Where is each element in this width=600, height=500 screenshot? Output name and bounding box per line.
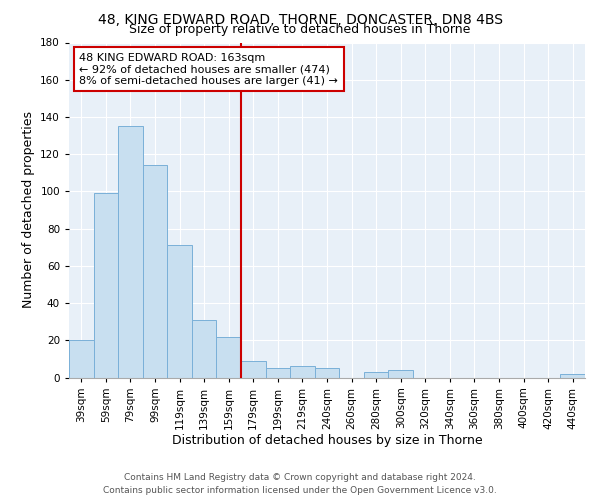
Bar	[364, 372, 388, 378]
Bar	[290, 366, 315, 378]
Bar	[143, 166, 167, 378]
Bar	[192, 320, 217, 378]
X-axis label: Distribution of detached houses by size in Thorne: Distribution of detached houses by size …	[172, 434, 482, 447]
Bar	[241, 361, 266, 378]
Bar	[388, 370, 413, 378]
Bar	[217, 336, 241, 378]
Text: 48 KING EDWARD ROAD: 163sqm
← 92% of detached houses are smaller (474)
8% of sem: 48 KING EDWARD ROAD: 163sqm ← 92% of det…	[79, 52, 338, 86]
Bar	[69, 340, 94, 378]
Bar	[560, 374, 585, 378]
Y-axis label: Number of detached properties: Number of detached properties	[22, 112, 35, 308]
Bar	[94, 193, 118, 378]
Text: Size of property relative to detached houses in Thorne: Size of property relative to detached ho…	[130, 22, 470, 36]
Text: Contains HM Land Registry data © Crown copyright and database right 2024.
Contai: Contains HM Land Registry data © Crown c…	[103, 474, 497, 495]
Bar	[118, 126, 143, 378]
Bar	[167, 246, 192, 378]
Text: 48, KING EDWARD ROAD, THORNE, DONCASTER, DN8 4BS: 48, KING EDWARD ROAD, THORNE, DONCASTER,…	[97, 12, 503, 26]
Bar	[315, 368, 339, 378]
Bar	[266, 368, 290, 378]
